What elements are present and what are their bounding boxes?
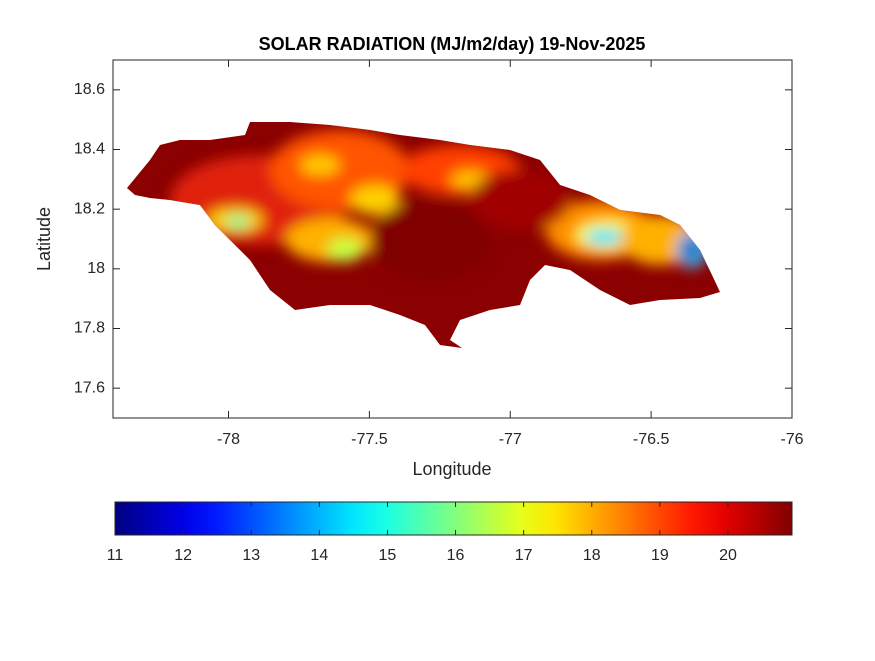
colorbar-tick-label: 15 <box>379 547 397 564</box>
y-tick-label: 18.2 <box>74 200 105 217</box>
chart-title: SOLAR RADIATION (MJ/m2/day) 19-Nov-2025 <box>259 34 646 54</box>
y-tick-label: 18.4 <box>74 141 105 158</box>
x-tick-label: -76.5 <box>633 431 670 448</box>
y-axis-label: Latitude <box>34 207 54 271</box>
colorbar-tick-label: 20 <box>719 547 737 564</box>
x-tick-label: -78 <box>217 431 240 448</box>
colorbar-tick-label: 17 <box>515 547 533 564</box>
colorbar-tick-label: 11 <box>107 547 124 564</box>
colorbar-tick-label: 12 <box>174 547 192 564</box>
y-tick-label: 18.6 <box>74 81 105 98</box>
colorbar-tick-label: 14 <box>310 547 328 564</box>
colorbar-tick-label: 16 <box>447 547 465 564</box>
colorbar-tick-label: 19 <box>651 547 669 564</box>
x-tick-label: -77 <box>499 431 522 448</box>
colorbar <box>114 501 793 536</box>
x-tick-label: -77.5 <box>351 431 388 448</box>
x-tick-label: -76 <box>780 431 803 448</box>
y-tick-label: 17.6 <box>74 379 105 396</box>
y-tick-label: 17.8 <box>74 320 105 337</box>
x-axis-label: Longitude <box>412 459 491 479</box>
colorbar-tick-label: 18 <box>583 547 601 564</box>
colorbar-tick-label: 13 <box>242 547 260 564</box>
y-tick-label: 18 <box>87 260 105 277</box>
